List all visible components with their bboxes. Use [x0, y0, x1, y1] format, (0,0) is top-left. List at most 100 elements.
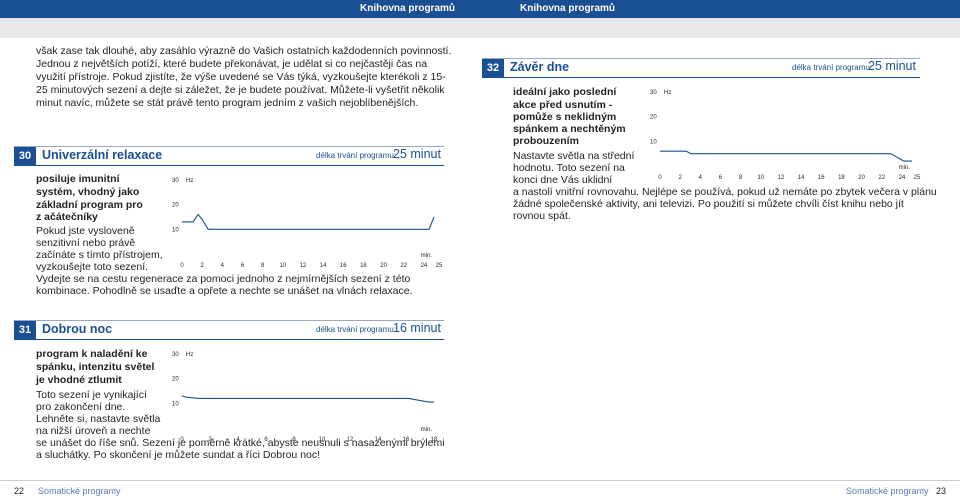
- x-tick-label: 22: [400, 263, 407, 269]
- intro-line: však zase tak dlouhé, aby zasáhlo výrazn…: [36, 45, 452, 57]
- section-highlight: pomůže s neklidným: [513, 111, 617, 123]
- x-tick-label: 18: [360, 263, 367, 269]
- x-tick-label: 0: [658, 175, 662, 181]
- y-tick-label: 20: [650, 115, 657, 121]
- intro-line: Jednou z největších potíží, které budete…: [36, 58, 428, 70]
- y-tick-label: 10: [172, 227, 179, 233]
- intro-line: minut navíc, můžete se stát právě tento …: [36, 97, 419, 109]
- x-tick-label: 22: [878, 175, 885, 181]
- section-text: se unášet do říše snů. Sezení je poměrně…: [36, 437, 445, 449]
- x-tick-label: 6: [241, 263, 245, 269]
- section-text: Nastavte světla na střední: [513, 150, 635, 162]
- y-tick-label: 20: [172, 203, 179, 209]
- y-tick-label: 10: [172, 401, 179, 407]
- page-number-left: 22: [14, 486, 25, 496]
- section-text: kombinace. Pohodlně se usaďte a opřete a…: [36, 285, 413, 297]
- section-header-30: 30 Univerzální relaxace délka trvání pro…: [14, 146, 444, 166]
- x-tick-label: 4: [236, 437, 240, 443]
- section-highlight: spánku, intenzitu světel: [36, 361, 155, 373]
- x-axis-label: min.: [421, 253, 433, 259]
- x-tick-label: 0: [180, 437, 184, 443]
- section-text: žádné společenské aktivity, ani televizi…: [513, 198, 904, 210]
- x-tick-label: 10: [319, 437, 326, 443]
- section-highlight: systém, vhodný jako: [36, 186, 140, 198]
- intro-line: využití přístroje. Pokud zjistíte, že vý…: [36, 71, 446, 83]
- section-highlight: spánkem a nechtěným: [513, 123, 626, 135]
- x-tick-label: 6: [264, 437, 268, 443]
- y-tick-label: 10: [650, 139, 657, 145]
- x-tick-label: 4: [221, 263, 225, 269]
- section-highlight: posiluje imunitní: [36, 173, 120, 185]
- x-tick-label: 8: [292, 437, 296, 443]
- section-number: 32: [482, 59, 504, 78]
- x-tick-label: 8: [261, 263, 265, 269]
- duration-label: délka trvání programu:: [316, 151, 397, 160]
- footer-text-right: Somatické programy: [846, 486, 929, 496]
- x-tick-label: 2: [208, 437, 212, 443]
- section-text: na nižší úroveň a nechte: [36, 425, 151, 437]
- y-axis-label: Hz: [664, 90, 671, 96]
- section-highlight: z ačátečníky: [36, 211, 98, 223]
- frequency-chart-31: 30 20 10 Hz 0 2 4 6 8 10 12 14 16 18 min.: [172, 352, 438, 443]
- x-tick-label: 12: [300, 263, 307, 269]
- section-text: Vydejte se na cestu regenerace za pomoci…: [36, 273, 411, 285]
- x-tick-label: 25: [436, 263, 443, 269]
- duration-label: délka trvání programu:: [316, 325, 397, 334]
- x-tick-label: 16: [340, 263, 347, 269]
- section-number: 30: [14, 147, 36, 166]
- section-highlight: je vhodné ztlumit: [36, 374, 122, 386]
- section-highlight: probouzením: [513, 135, 579, 147]
- frequency-line: [181, 395, 434, 403]
- page-number-right: 23: [936, 486, 947, 496]
- x-tick-label: 6: [719, 175, 723, 181]
- section-header-31: 31 Dobrou noc délka trvání programu: 16 …: [14, 320, 444, 340]
- section-highlight: program k naladění ke: [36, 348, 148, 360]
- x-tick-label: 24: [421, 263, 428, 269]
- duration-value: 25 minut: [393, 147, 441, 161]
- section-header-32: 32 Závěr dne délka trvání programu: 25 m…: [482, 58, 920, 78]
- duration-value: 25 minut: [868, 59, 916, 73]
- section-title: Univerzální relaxace: [42, 148, 163, 162]
- library-tab-right: Knihovna programů: [520, 3, 616, 14]
- section-text: Toto sezení je vynikající: [36, 389, 147, 401]
- section-text: a nastolí vnitřní rovnovahu. Nejlépe se …: [513, 186, 937, 198]
- section-text: konci dne Vás uklidní: [513, 174, 613, 186]
- x-tick-label: 16: [403, 437, 410, 443]
- x-tick-label: 14: [375, 437, 382, 443]
- x-tick-label: 25: [914, 175, 921, 181]
- section-text: začínáte s tímto přístrojem,: [36, 249, 163, 261]
- section-text: rovnou spát.: [513, 210, 571, 222]
- y-tick-label: 30: [650, 90, 657, 96]
- x-tick-label: 16: [818, 175, 825, 181]
- y-tick-label: 20: [172, 377, 179, 383]
- x-tick-label: 18: [838, 175, 845, 181]
- section-text: Lehněte si, nastavte světla: [36, 413, 161, 425]
- section-text: vyzkoušejte toto sezení.: [36, 261, 149, 273]
- top-bar: Knihovna programů Knihovna programů: [0, 0, 960, 18]
- duration-label: délka trvání programu:: [792, 63, 873, 72]
- x-tick-label: 14: [798, 175, 805, 181]
- duration-value: 16 minut: [393, 321, 441, 335]
- x-tick-label: 20: [380, 263, 387, 269]
- x-tick-label: 24: [899, 175, 906, 181]
- x-tick-label: 12: [347, 437, 354, 443]
- x-tick-label: 14: [320, 263, 327, 269]
- grey-band: [0, 18, 960, 38]
- section-text: Pokud jste vysloveně: [36, 225, 135, 237]
- x-tick-label: 2: [200, 263, 204, 269]
- x-tick-label: 10: [279, 263, 286, 269]
- x-tick-label: 0: [180, 263, 184, 269]
- x-axis-label: min.: [421, 427, 433, 433]
- section-text: senzitivní nebo právě: [36, 237, 136, 249]
- x-tick-label: 18: [431, 437, 438, 443]
- section-highlight: základní program pro: [36, 199, 143, 211]
- intro-line: 25 minutových sezení a dejte si záležet,…: [36, 84, 445, 96]
- footer-text-left: Somatické programy: [38, 486, 121, 496]
- library-tab-left: Knihovna programů: [360, 3, 456, 14]
- section-highlight: akce před usnutím -: [513, 99, 613, 111]
- y-axis-label: Hz: [186, 352, 193, 358]
- x-tick-label: 2: [678, 175, 682, 181]
- section-title: Závěr dne: [510, 60, 570, 74]
